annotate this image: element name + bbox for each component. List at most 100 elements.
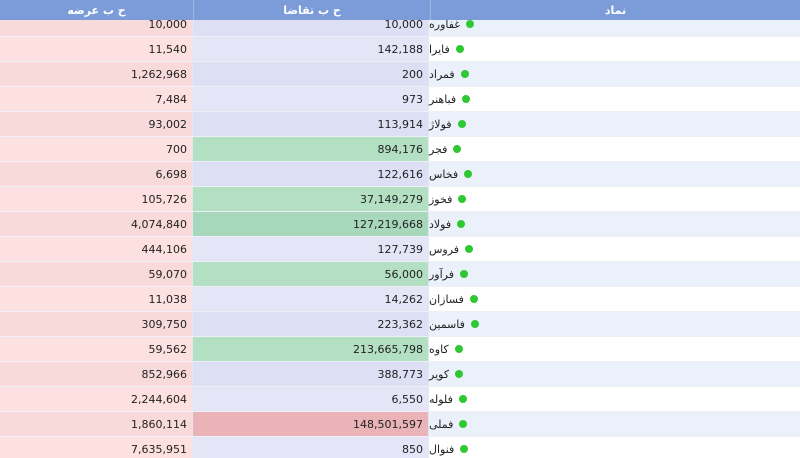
status-dot-icon [457, 220, 466, 228]
demand-volume-cell: 37,149,279 [193, 187, 429, 211]
offer-volume-cell: 59,070 [0, 262, 193, 286]
symbol-cell[interactable]: فروس [429, 237, 800, 261]
symbol-label: فروس [429, 242, 460, 256]
table-row[interactable]: 852,966 388,773 کویر [0, 362, 800, 387]
status-dot-icon [465, 245, 474, 253]
symbol-label: کاوه [429, 342, 449, 356]
symbol-cell[interactable]: فخاس [429, 162, 800, 186]
table-row[interactable]: 59,070 56,000 فرآور [0, 262, 800, 287]
status-dot-icon [464, 170, 473, 178]
symbol-label: فمراد [429, 67, 455, 81]
status-dot-icon [469, 295, 478, 303]
table-row[interactable]: 4,074,840 127,219,668 فولاد [0, 212, 800, 237]
status-dot-icon [460, 270, 469, 278]
symbol-cell[interactable]: فلوله [429, 387, 800, 411]
table-row[interactable]: 11,038 14,262 فسازان [0, 287, 800, 312]
table-header: ح ب عرضه ح ب تقاضا نماد [0, 0, 800, 20]
symbol-label: فباهنر [429, 92, 457, 106]
status-dot-icon [458, 395, 467, 403]
status-dot-icon [470, 320, 479, 328]
symbol-cell[interactable]: فمراد [429, 62, 800, 86]
offer-volume-cell: 59,562 [0, 337, 193, 361]
symbol-cell[interactable]: فجر [429, 137, 800, 161]
symbol-label: فخوز [429, 192, 453, 206]
table-row[interactable]: 93,002 113,914 فولاژ [0, 112, 800, 137]
table-row[interactable]: 11,540 142,188 فایرا [0, 37, 800, 62]
table-body[interactable]: 10,000 10,000 غفاوره 11,540 142,188 فایرا 1,26… [0, 20, 800, 458]
status-dot-icon [460, 445, 469, 453]
offer-volume-cell: 11,038 [0, 287, 193, 311]
demand-volume-cell: 56,000 [193, 262, 429, 286]
table-row[interactable]: 1,262,968 200 فمراد [0, 62, 800, 87]
offer-volume-cell: 105,726 [0, 187, 193, 211]
demand-volume-cell: 10,000 [193, 20, 429, 36]
demand-volume-cell: 122,616 [193, 162, 429, 186]
offer-volume-cell: 6,698 [0, 162, 193, 186]
symbol-cell[interactable]: فملی [429, 412, 800, 436]
status-dot-icon [458, 195, 467, 203]
offer-volume-cell: 700 [0, 137, 193, 161]
symbol-cell[interactable]: فولاد [429, 212, 800, 236]
offer-volume-cell: 309,750 [0, 312, 193, 336]
table-row[interactable]: 6,698 122,616 فخاس [0, 162, 800, 187]
table-row[interactable]: 105,726 37,149,279 فخوز [0, 187, 800, 212]
status-dot-icon [455, 45, 464, 53]
demand-volume-cell: 6,550 [193, 387, 429, 411]
symbol-label: فجر [429, 142, 448, 156]
column-header-offer-volume[interactable]: ح ب عرضه [0, 0, 194, 20]
offer-volume-cell: 852,966 [0, 362, 193, 386]
symbol-cell[interactable]: فنوال [429, 437, 800, 458]
table-row[interactable]: 7,635,951 850 فنوال [0, 437, 800, 458]
demand-volume-cell: 127,739 [193, 237, 429, 261]
symbol-label: فولاد [429, 217, 452, 231]
symbol-label: فلوله [429, 392, 453, 406]
symbol-label: فنوال [429, 442, 455, 456]
symbol-cell[interactable]: فولاژ [429, 112, 800, 136]
offer-volume-cell: 7,484 [0, 87, 193, 111]
demand-volume-cell: 850 [193, 437, 429, 458]
demand-volume-cell: 388,773 [193, 362, 429, 386]
symbol-label: کویر [429, 367, 450, 381]
status-dot-icon [457, 120, 466, 128]
table-row[interactable]: 59,562 213,665,798 کاوه [0, 337, 800, 362]
symbol-label: غفاوره [429, 20, 461, 31]
offer-volume-cell: 1,262,968 [0, 62, 193, 86]
demand-volume-cell: 223,362 [193, 312, 429, 336]
status-dot-icon [454, 345, 463, 353]
demand-volume-cell: 213,665,798 [193, 337, 429, 361]
symbol-cell[interactable]: کاوه [429, 337, 800, 361]
status-dot-icon [460, 70, 469, 78]
symbol-label: فخاس [429, 167, 459, 181]
symbol-cell[interactable]: فاسمین [429, 312, 800, 336]
offer-volume-cell: 2,244,604 [0, 387, 193, 411]
symbol-cell[interactable]: فباهنر [429, 87, 800, 111]
symbol-cell[interactable]: غفاوره [429, 20, 800, 36]
symbol-label: فاسمین [429, 317, 465, 331]
symbol-cell[interactable]: فخوز [429, 187, 800, 211]
table-row[interactable]: 309,750 223,362 فاسمین [0, 312, 800, 337]
column-header-symbol[interactable]: نماد [604, 3, 627, 17]
symbol-cell[interactable]: فایرا [429, 37, 800, 61]
offer-volume-cell: 10,000 [0, 20, 193, 36]
table-row[interactable]: 1,860,114 148,501,597 فملی [0, 412, 800, 437]
demand-volume-cell: 142,188 [193, 37, 429, 61]
table-row[interactable]: 7,484 973 فباهنر [0, 87, 800, 112]
table-row[interactable]: 10,000 10,000 غفاوره [0, 20, 800, 37]
symbol-label: فرآور [429, 267, 455, 281]
symbol-cell[interactable]: فرآور [429, 262, 800, 286]
offer-volume-cell: 444,106 [0, 237, 193, 261]
symbol-label: فایرا [429, 42, 450, 56]
status-dot-icon [462, 95, 471, 103]
table-row[interactable]: 700 894,176 فجر [0, 137, 800, 162]
offer-volume-cell: 11,540 [0, 37, 193, 61]
table-row[interactable]: 444,106 127,739 فروس [0, 237, 800, 262]
table-row[interactable]: 2,244,604 6,550 فلوله [0, 387, 800, 412]
offer-volume-cell: 1,860,114 [0, 412, 193, 436]
column-header-demand-volume[interactable]: ح ب تقاضا [194, 0, 431, 20]
symbol-cell[interactable]: کویر [429, 362, 800, 386]
demand-volume-cell: 127,219,668 [193, 212, 429, 236]
status-dot-icon [455, 370, 464, 378]
offer-volume-cell: 4,074,840 [0, 212, 193, 236]
symbol-cell[interactable]: فسازان [429, 287, 800, 311]
table-rows: 10,000 10,000 غفاوره 11,540 142,188 فایرا 1,26… [0, 20, 800, 458]
